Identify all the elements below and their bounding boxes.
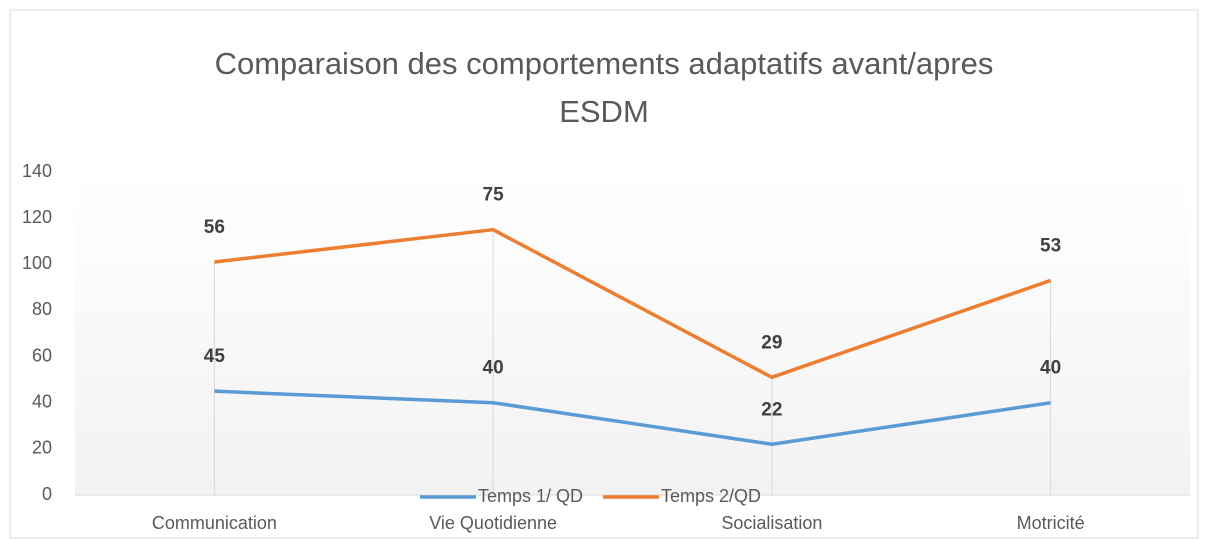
plot-area: [75, 172, 1190, 495]
legend-label: Temps 1/ QD: [478, 486, 583, 506]
chart-title: Comparaison des comportements adaptatifs…: [214, 46, 994, 129]
data-label: 75: [483, 185, 505, 206]
data-label: 29: [761, 332, 782, 353]
data-label: 45: [204, 346, 226, 367]
y-tick-label: 140: [22, 161, 52, 181]
x-tick-label: Socialisation: [721, 513, 822, 533]
y-tick-label: 40: [32, 391, 52, 411]
series-line: [214, 389, 1051, 446]
y-tick-label: 60: [32, 345, 52, 365]
y-tick-label: 0: [42, 484, 52, 504]
y-tick-label: 80: [32, 299, 52, 319]
x-tick-label: Vie Quotidienne: [429, 513, 557, 533]
data-label: 56: [204, 217, 225, 238]
data-label: 53: [1040, 235, 1061, 256]
y-tick-label: 100: [22, 253, 52, 273]
series-line: [214, 227, 1052, 380]
y-tick-label: 20: [32, 438, 52, 458]
y-tick-label: 120: [22, 207, 52, 227]
data-label: 40: [1040, 358, 1061, 379]
data-label: 40: [483, 358, 504, 379]
x-tick-label: Communication: [152, 513, 277, 533]
x-tick-label: Motricité: [1017, 513, 1085, 533]
legend-label: Temps 2/QD: [661, 486, 761, 506]
data-label: 22: [761, 399, 782, 420]
